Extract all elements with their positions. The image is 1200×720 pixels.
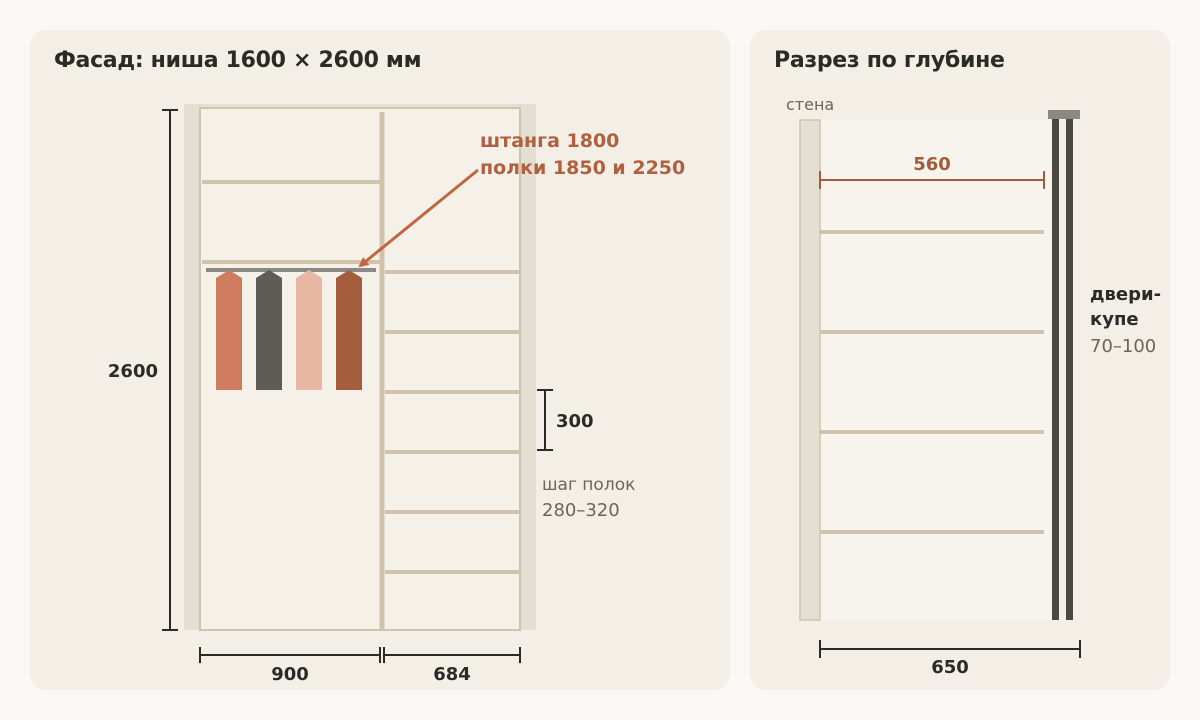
facade-drawing: штанга 1800 полки 1850 и 2250 2600 900 6…: [108, 104, 685, 685]
shelf-step-label: шаг полок: [542, 475, 635, 495]
sliding-door-2: [1066, 119, 1073, 620]
section-title: Разрез по глубине: [774, 48, 1005, 73]
doors-range: 70–100: [1090, 336, 1156, 357]
facade-title: Фасад: ниша 1600 × 2600 мм: [54, 48, 422, 73]
doors-label-line1: двери-: [1090, 284, 1161, 305]
wall: [799, 119, 821, 621]
garment-3: [296, 270, 322, 390]
callout-arrow: [358, 168, 479, 268]
garment-4: [336, 270, 362, 390]
door-track: [1048, 110, 1080, 119]
section-drawing: стена 560 двери- купе 70–100 650: [786, 95, 1161, 678]
section-interior: [820, 120, 1052, 620]
callout-rail-height: штанга 1800: [480, 130, 619, 152]
width-left-label: 900: [271, 664, 309, 685]
callout-shelf-heights: полки 1850 и 2250: [480, 157, 685, 179]
shelf-gap-label: 300: [556, 411, 594, 432]
wall-label: стена: [786, 95, 834, 114]
garment-2: [256, 270, 282, 390]
doors-label-line2: купе: [1090, 309, 1139, 330]
inner-depth-label: 560: [913, 154, 951, 175]
width-right-label: 684: [433, 664, 471, 685]
facade-panel: Фасад: ниша 1600 × 2600 мм ш: [30, 30, 730, 690]
shelf-step-range: 280–320: [542, 500, 620, 521]
sliding-door-1: [1052, 119, 1059, 620]
height-label: 2600: [108, 361, 158, 382]
total-depth-label: 650: [931, 657, 969, 678]
garment-1: [216, 270, 242, 390]
section-panel: Разрез по глубине стена 560 двери- купе …: [750, 30, 1170, 690]
